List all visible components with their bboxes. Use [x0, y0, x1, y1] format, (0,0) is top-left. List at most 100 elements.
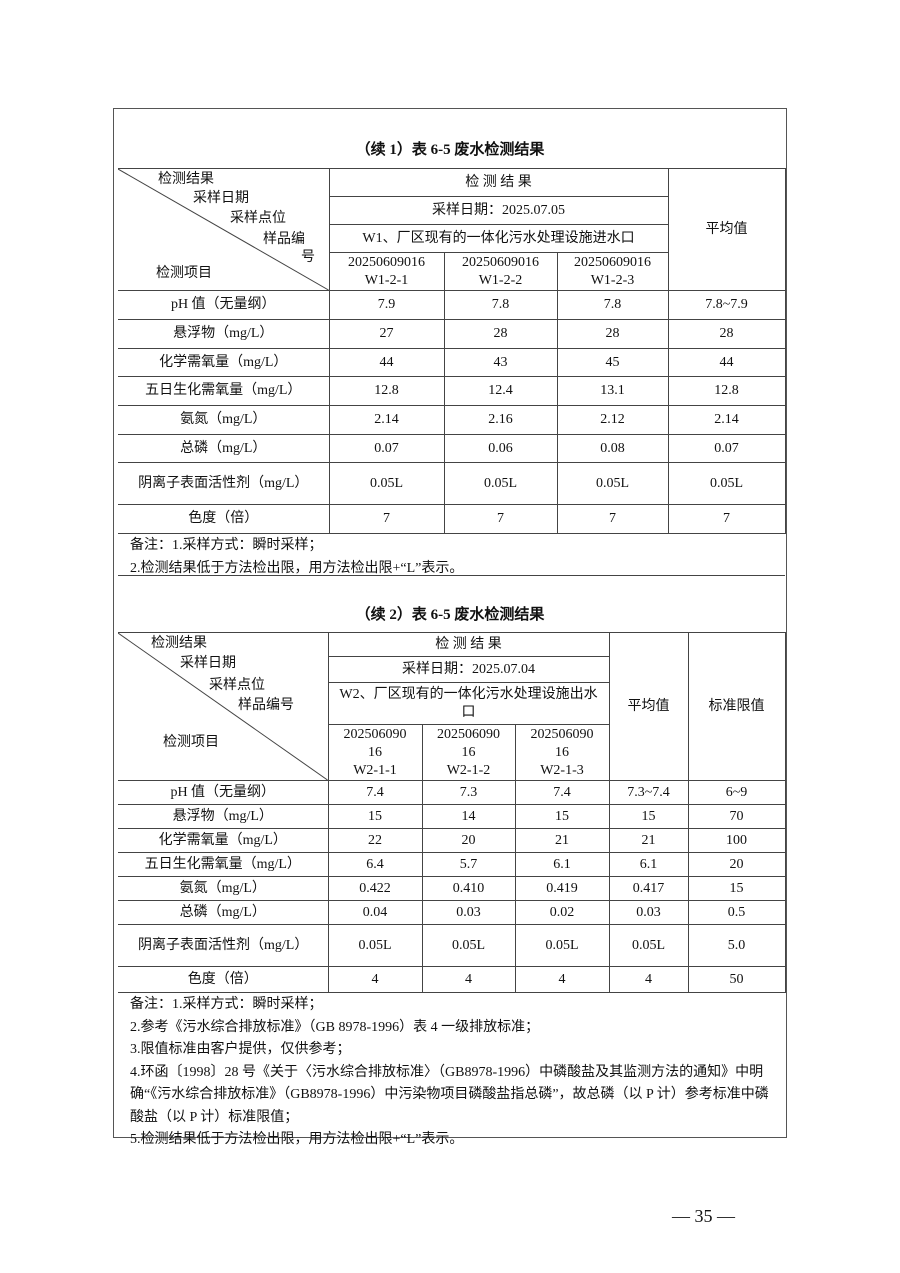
value-cell: 44	[328, 348, 445, 377]
table-row: 色度（倍） 7 7 7 7	[118, 504, 786, 534]
diag-label: 样品编	[263, 232, 305, 247]
value-cell: 22	[327, 828, 423, 853]
note-line: 备注：1.采样方式：瞬时采样；	[130, 997, 323, 1012]
value-cell: 7.8	[556, 290, 669, 320]
avg-header: 平均值	[608, 632, 689, 781]
value-cell: 7.8~7.9	[667, 290, 786, 320]
item-name: 氨氮（mg/L）	[118, 405, 330, 435]
item-name: 氨氮（mg/L）	[118, 876, 329, 901]
value-cell: 7	[443, 504, 558, 534]
value-cell: 5.0	[687, 924, 786, 967]
item-name: 总磷（mg/L）	[118, 900, 329, 925]
value-cell: 7	[667, 504, 786, 534]
value-cell: 0.07	[667, 434, 786, 463]
sample-id: 202506090 16 W2-1-2	[421, 724, 516, 781]
diag-label: 样品编号	[238, 698, 294, 713]
table2-notes: 备注：1.采样方式：瞬时采样； 2.参考《污水综合排放标准》（GB 8978-19…	[130, 994, 780, 1152]
value-cell: 6.1	[514, 852, 610, 877]
item-name: 阴离子表面活性剂（mg/L）	[118, 462, 330, 505]
item-name: 色度（倍）	[118, 504, 330, 534]
value-cell: 0.419	[514, 876, 610, 901]
value-cell: 2.12	[556, 405, 669, 435]
note-line: 备注：1.采样方式：瞬时采样；	[130, 538, 323, 553]
value-cell: 28	[443, 319, 558, 349]
note-line: 2.参考《污水综合排放标准》（GB 8978-1996）表 4 一级排放标准；	[130, 1019, 540, 1035]
table-row: 总磷（mg/L） 0.04 0.03 0.02 0.03 0.5	[118, 900, 786, 925]
sample-id: 20250609016 W1-2-2	[443, 252, 558, 291]
value-cell: 44	[667, 348, 786, 377]
limit-header: 标准限值	[687, 632, 786, 781]
item-name: 悬浮物（mg/L）	[118, 804, 329, 829]
sample-id-line: 202506090	[530, 726, 594, 742]
value-cell: 21	[514, 828, 610, 853]
value-cell: 14	[421, 804, 516, 829]
value-cell: 12.8	[667, 376, 786, 406]
value-cell: 5.7	[421, 852, 516, 877]
table2-diagonal-header: 检测结果 采样日期 采样点位 样品编号 检测项目	[118, 632, 329, 781]
sample-id: 202506090 16 W2-1-1	[327, 724, 423, 781]
value-cell: 43	[443, 348, 558, 377]
note-line: 3.限值标准由客户提供，仅供参考；	[130, 1042, 351, 1057]
value-cell: 0.05L	[443, 462, 558, 505]
sample-id-line: 20250609016	[462, 254, 539, 270]
value-cell: 15	[327, 804, 423, 829]
value-cell: 0.05L	[667, 462, 786, 505]
value-cell: 0.05L	[608, 924, 689, 967]
sample-id-line: W1-2-1	[364, 272, 409, 288]
sample-id-line: W1-2-2	[478, 272, 523, 288]
sample-id: 20250609016 W1-2-3	[556, 252, 669, 291]
table-row: 色度（倍） 4 4 4 4 50	[118, 966, 786, 993]
table-row: 氨氮（mg/L） 0.422 0.410 0.419 0.417 15	[118, 876, 786, 901]
item-name: pH 值（无量纲）	[118, 780, 329, 805]
value-cell: 0.02	[514, 900, 610, 925]
diag-label: 采样日期	[180, 656, 236, 671]
table1: 检测结果 采样日期 采样点位 样品编 号 检测项目 检 测 结 果 平均值 采样…	[118, 168, 786, 534]
value-cell: 0.06	[443, 434, 558, 463]
value-cell: 6.4	[327, 852, 423, 877]
value-cell: 4	[327, 966, 423, 993]
diag-label: 采样日期	[193, 191, 249, 206]
value-cell: 0.05L	[327, 924, 423, 967]
value-cell: 13.1	[556, 376, 669, 406]
value-cell: 100	[687, 828, 786, 853]
table-row: 氨氮（mg/L） 2.14 2.16 2.12 2.14	[118, 405, 786, 435]
sampling-site: W1、厂区现有的一体化污水处理设施进水口	[328, 224, 669, 253]
value-cell: 28	[556, 319, 669, 349]
value-cell: 4	[608, 966, 689, 993]
value-cell: 50	[687, 966, 786, 993]
table2-title: （续 2）表 6-5 废水检测结果	[355, 607, 545, 623]
table1-diagonal-header: 检测结果 采样日期 采样点位 样品编 号 检测项目	[118, 168, 330, 291]
sample-id-line: 16	[555, 744, 569, 760]
value-cell: 7.3~7.4	[608, 780, 689, 805]
value-cell: 2.14	[667, 405, 786, 435]
value-cell: 4	[421, 966, 516, 993]
value-cell: 0.05L	[556, 462, 669, 505]
diag-label: 采样点位	[230, 211, 286, 226]
value-cell: 0.05L	[421, 924, 516, 967]
value-cell: 0.05L	[328, 462, 445, 505]
value-cell: 12.4	[443, 376, 558, 406]
value-cell: 21	[608, 828, 689, 853]
value-cell: 0.08	[556, 434, 669, 463]
value-cell: 0.422	[327, 876, 423, 901]
value-cell: 6~9	[687, 780, 786, 805]
divider	[118, 575, 785, 576]
table-row: 总磷（mg/L） 0.07 0.06 0.08 0.07	[118, 434, 786, 463]
table-row: 悬浮物（mg/L） 15 14 15 15 70	[118, 804, 786, 829]
table-row: 悬浮物（mg/L） 27 28 28 28	[118, 319, 786, 349]
sample-id-line: W2-1-3	[540, 762, 584, 778]
value-cell: 28	[667, 319, 786, 349]
value-cell: 15	[687, 876, 786, 901]
sample-id-line: 20250609016	[348, 254, 425, 270]
value-cell: 7	[556, 504, 669, 534]
value-cell: 0.03	[608, 900, 689, 925]
value-cell: 0.417	[608, 876, 689, 901]
sample-id-line: 202506090	[437, 726, 500, 742]
table2: 检测结果 采样日期 采样点位 样品编号 检测项目 检 测 结 果 平均值 标准限…	[118, 632, 786, 993]
item-name: 总磷（mg/L）	[118, 434, 330, 463]
table1-title: （续 1）表 6-5 废水检测结果	[355, 142, 545, 158]
value-cell: 12.8	[328, 376, 445, 406]
result-header: 检 测 结 果	[327, 632, 610, 657]
table-row: 化学需氧量（mg/L） 22 20 21 21 100	[118, 828, 786, 853]
